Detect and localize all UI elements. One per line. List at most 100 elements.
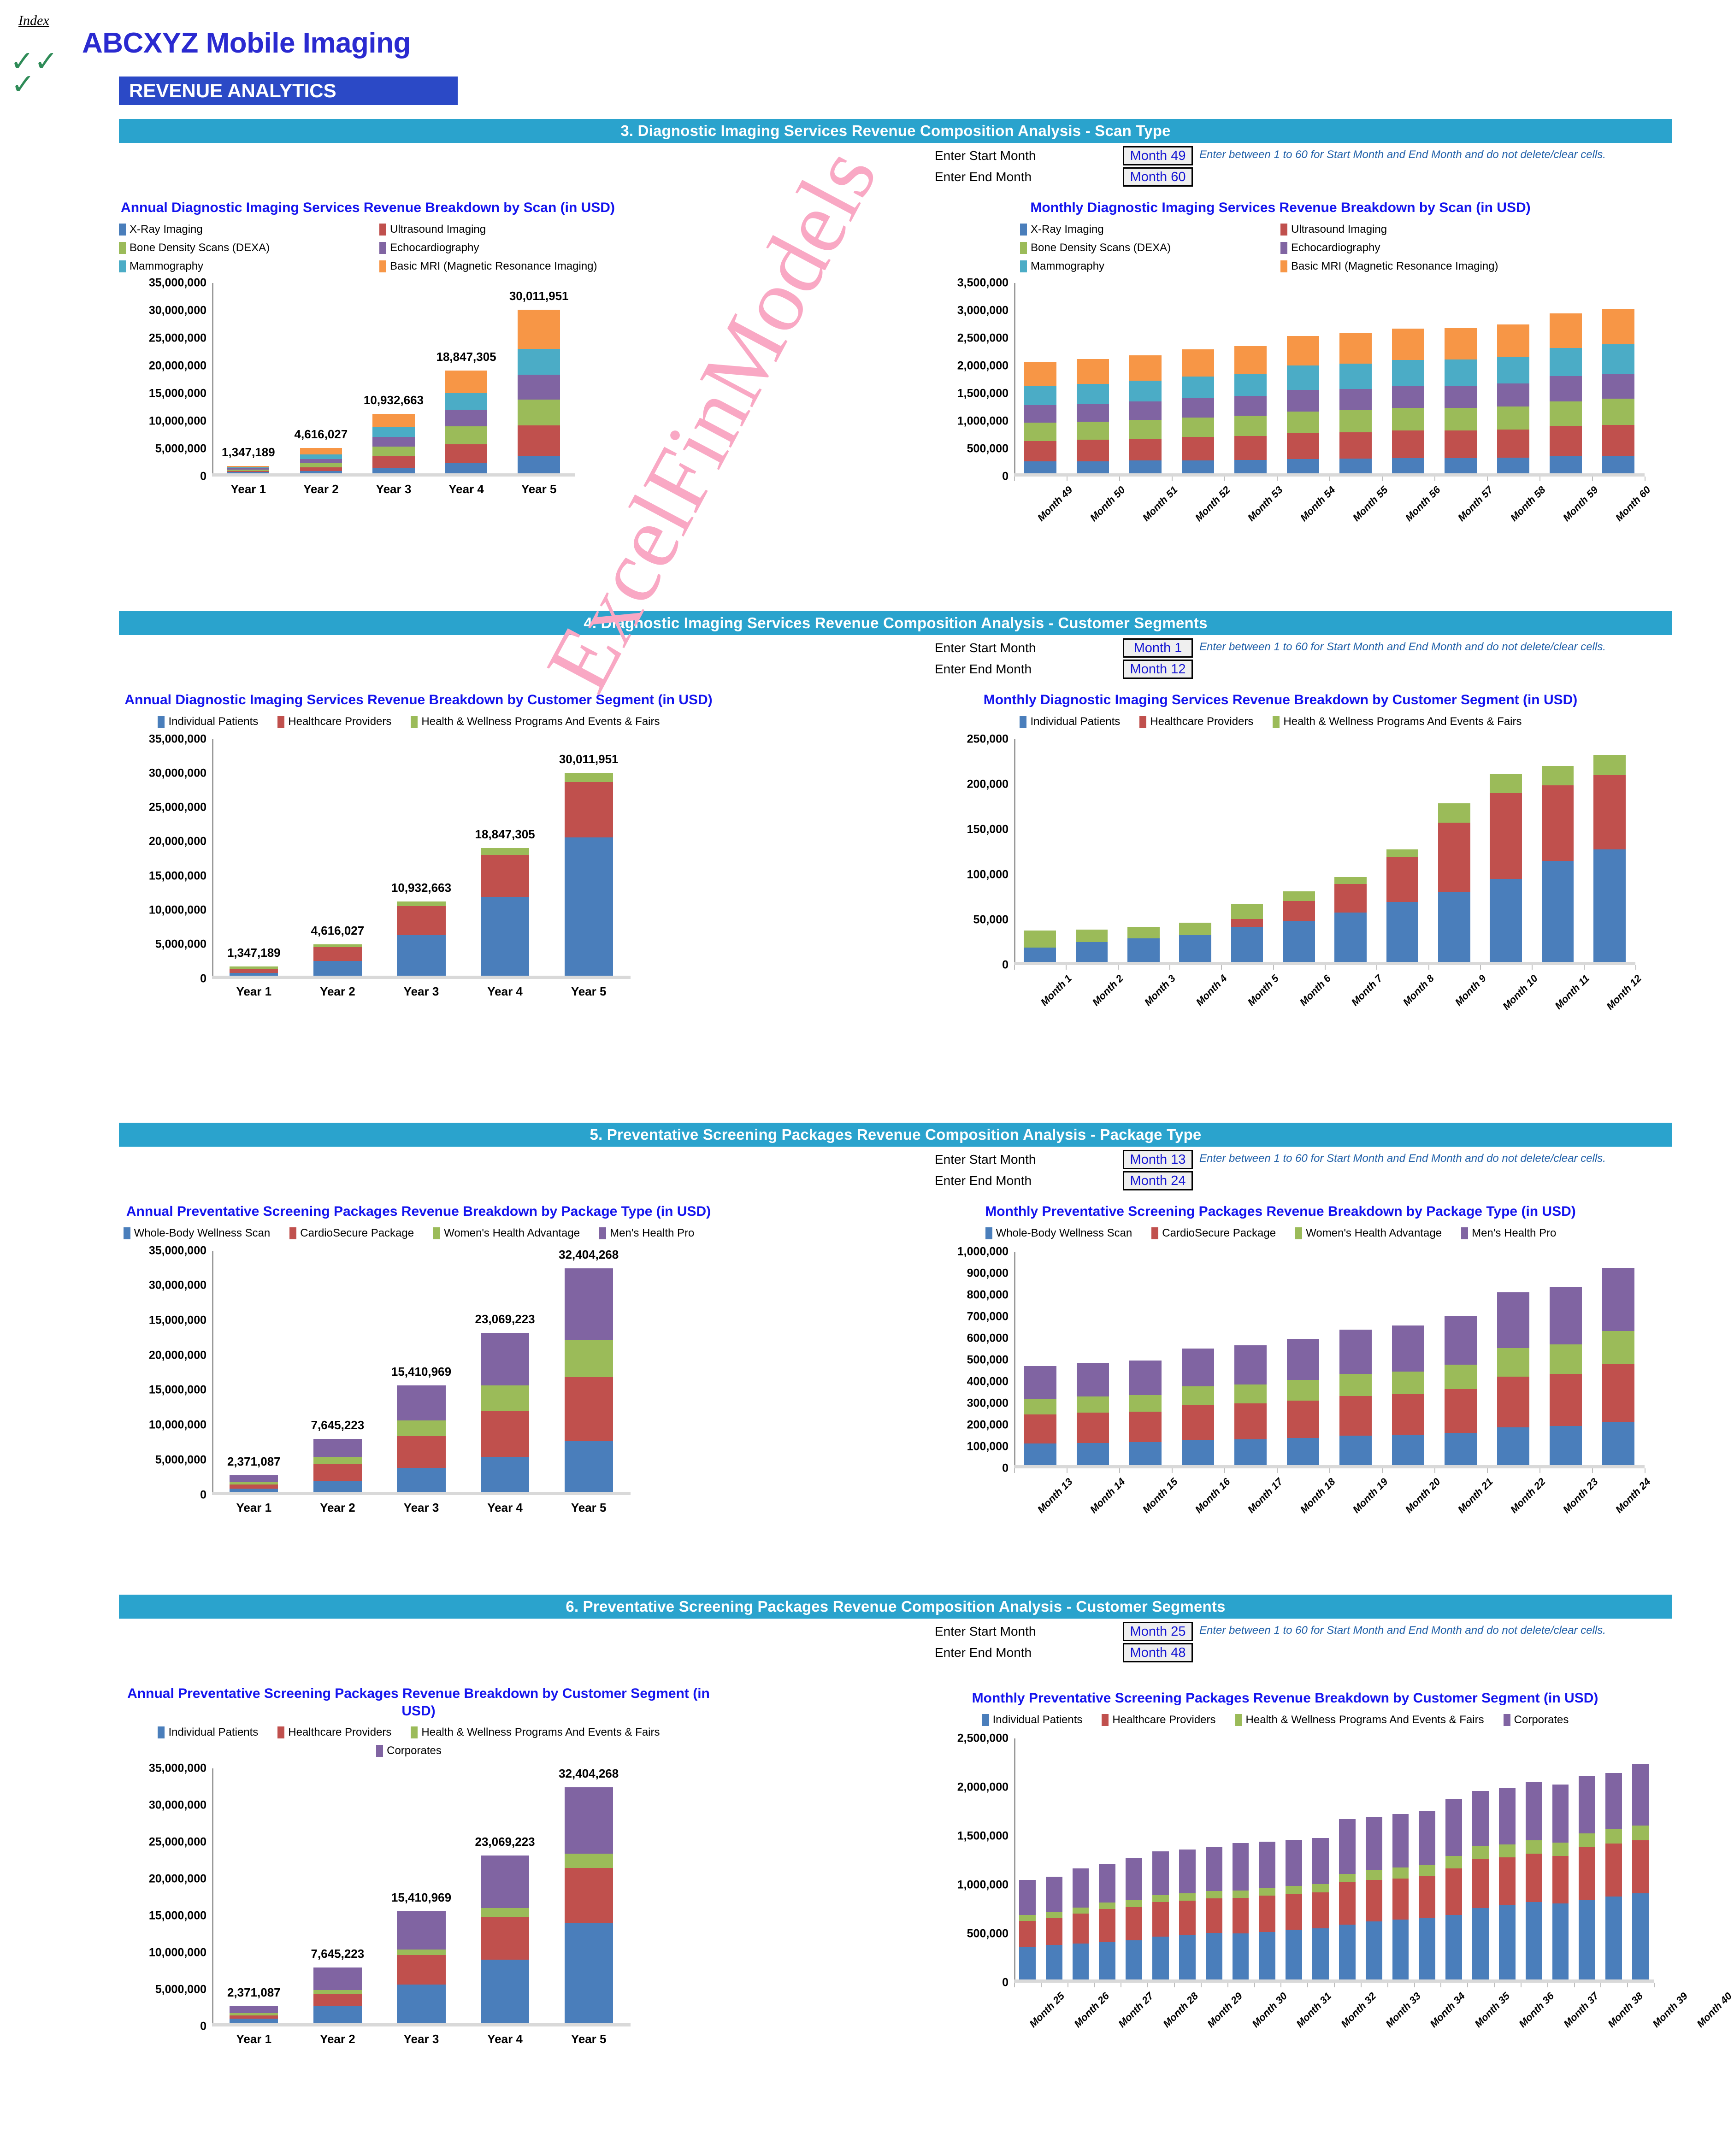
stacked-bar[interactable]	[1497, 1292, 1530, 1465]
end-month-input[interactable]: Month 24	[1123, 1171, 1193, 1190]
stacked-bar[interactable]	[1126, 1857, 1143, 1979]
stacked-bar[interactable]	[1234, 1345, 1267, 1465]
legend-item[interactable]: Individual Patients	[158, 1726, 258, 1739]
stacked-bar[interactable]	[1392, 329, 1425, 473]
stacked-bar[interactable]	[1024, 361, 1057, 473]
stacked-bar[interactable]	[1602, 1267, 1635, 1465]
stacked-bar[interactable]	[1312, 1838, 1329, 1979]
legend-item[interactable]: CardioSecure Package	[289, 1227, 414, 1240]
stacked-bar[interactable]	[313, 1967, 362, 2023]
stacked-bar[interactable]	[564, 1787, 613, 2023]
stacked-bar[interactable]	[1444, 1316, 1477, 1465]
stacked-bar[interactable]	[1019, 1880, 1036, 1979]
stacked-bar[interactable]	[1099, 1863, 1116, 1979]
stacked-bar[interactable]	[1392, 1325, 1425, 1465]
stacked-bar[interactable]	[1024, 930, 1056, 962]
end-month-input[interactable]: Month 60	[1123, 167, 1193, 187]
legend-item[interactable]: Individual Patients	[982, 1714, 1082, 1726]
start-month-input[interactable]: Month 49	[1123, 146, 1193, 165]
stacked-bar[interactable]	[1541, 766, 1574, 962]
legend-item[interactable]: Corporates	[376, 1744, 442, 1757]
legend-item[interactable]: Health & Wellness Programs And Events & …	[1273, 715, 1522, 728]
legend-item[interactable]: CardioSecure Package	[1151, 1227, 1276, 1240]
stacked-bar[interactable]	[230, 966, 278, 976]
stacked-bar[interactable]	[1152, 1851, 1169, 1979]
stacked-bar[interactable]	[1129, 1361, 1162, 1465]
stacked-bar[interactable]	[564, 772, 613, 976]
legend-item[interactable]: Mammography	[1020, 260, 1280, 273]
stacked-bar[interactable]	[1339, 332, 1372, 473]
legend-item[interactable]: Whole-Body Wellness Scan	[123, 1227, 270, 1240]
stacked-bar[interactable]	[564, 1268, 613, 1492]
legend-item[interactable]: Bone Density Scans (DEXA)	[1020, 242, 1280, 254]
legend-item[interactable]: Whole-Body Wellness Scan	[985, 1227, 1132, 1240]
legend-item[interactable]: Men's Health Pro	[599, 1227, 694, 1240]
stacked-bar[interactable]	[480, 1332, 530, 1492]
stacked-bar[interactable]	[1579, 1776, 1596, 1979]
stacked-bar[interactable]	[1339, 1330, 1372, 1465]
stacked-bar[interactable]	[518, 310, 560, 473]
stacked-bar[interactable]	[230, 2006, 278, 2023]
legend-item[interactable]: Echocardiography	[1280, 242, 1541, 254]
stacked-bar[interactable]	[1593, 755, 1626, 962]
legend-item[interactable]: Corporates	[1503, 1714, 1569, 1726]
stacked-bar[interactable]	[1076, 1363, 1109, 1465]
stacked-bar[interactable]	[1179, 922, 1211, 962]
legend-item[interactable]: Individual Patients	[158, 715, 258, 728]
stacked-bar[interactable]	[1632, 1764, 1649, 1979]
stacked-bar[interactable]	[1181, 1349, 1215, 1465]
legend-item[interactable]: X-Ray Imaging	[1020, 223, 1280, 236]
legend-item[interactable]: Healthcare Providers	[277, 715, 391, 728]
stacked-bar[interactable]	[1392, 1814, 1409, 1979]
stacked-bar[interactable]	[1498, 1788, 1516, 1979]
stacked-bar[interactable]	[1549, 1287, 1582, 1465]
stacked-bar[interactable]	[1445, 1799, 1463, 1979]
start-month-input[interactable]: Month 1	[1123, 638, 1193, 658]
stacked-bar[interactable]	[1490, 773, 1522, 962]
stacked-bar[interactable]	[1386, 849, 1419, 962]
stacked-bar[interactable]	[1444, 328, 1477, 473]
stacked-bar[interactable]	[1365, 1816, 1382, 1979]
stacked-bar[interactable]	[313, 1439, 362, 1492]
stacked-bar[interactable]	[313, 944, 362, 976]
stacked-bar[interactable]	[1129, 355, 1162, 473]
start-month-input[interactable]: Month 25	[1123, 1622, 1193, 1641]
stacked-bar[interactable]	[1127, 927, 1160, 962]
legend-item[interactable]: Women's Health Advantage	[1295, 1227, 1442, 1240]
stacked-bar[interactable]	[1181, 349, 1215, 473]
stacked-bar[interactable]	[1072, 1868, 1089, 1979]
stacked-bar[interactable]	[230, 1475, 278, 1492]
stacked-bar[interactable]	[1472, 1791, 1489, 1979]
legend-item[interactable]: Healthcare Providers	[1102, 1714, 1216, 1726]
legend-item[interactable]: Bone Density Scans (DEXA)	[119, 242, 379, 254]
stacked-bar[interactable]	[1045, 1876, 1062, 1979]
index-link[interactable]: Index	[18, 13, 49, 28]
stacked-bar[interactable]	[1205, 1847, 1222, 1979]
stacked-bar[interactable]	[1438, 803, 1470, 962]
stacked-bar[interactable]	[1232, 1843, 1249, 1979]
legend-item[interactable]: Ultrasound Imaging	[1280, 223, 1541, 236]
legend-item[interactable]: Healthcare Providers	[277, 1726, 391, 1739]
end-month-input[interactable]: Month 48	[1123, 1643, 1193, 1662]
stacked-bar[interactable]	[300, 448, 342, 473]
start-month-input[interactable]: Month 13	[1123, 1150, 1193, 1169]
legend-item[interactable]: Health & Wellness Programs And Events & …	[1235, 1714, 1484, 1726]
stacked-bar[interactable]	[1602, 309, 1635, 473]
stacked-bar[interactable]	[1334, 877, 1367, 962]
stacked-bar[interactable]	[1605, 1773, 1622, 1979]
legend-item[interactable]: Men's Health Pro	[1461, 1227, 1556, 1240]
stacked-bar[interactable]	[1286, 1339, 1320, 1465]
legend-item[interactable]: Women's Health Advantage	[433, 1227, 580, 1240]
stacked-bar[interactable]	[480, 1855, 530, 2023]
legend-item[interactable]: Health & Wellness Programs And Events & …	[411, 715, 660, 728]
stacked-bar[interactable]	[397, 1911, 446, 2023]
legend-item[interactable]: Ultrasound Imaging	[379, 223, 640, 236]
legend-item[interactable]: Basic MRI (Magnetic Resonance Imaging)	[1280, 260, 1541, 273]
stacked-bar[interactable]	[1286, 1839, 1303, 1979]
stacked-bar[interactable]	[1076, 359, 1109, 473]
stacked-bar[interactable]	[445, 371, 488, 473]
stacked-bar[interactable]	[1259, 1841, 1276, 1979]
stacked-bar[interactable]	[397, 901, 446, 976]
stacked-bar[interactable]	[1075, 929, 1108, 962]
stacked-bar[interactable]	[1024, 1366, 1057, 1465]
